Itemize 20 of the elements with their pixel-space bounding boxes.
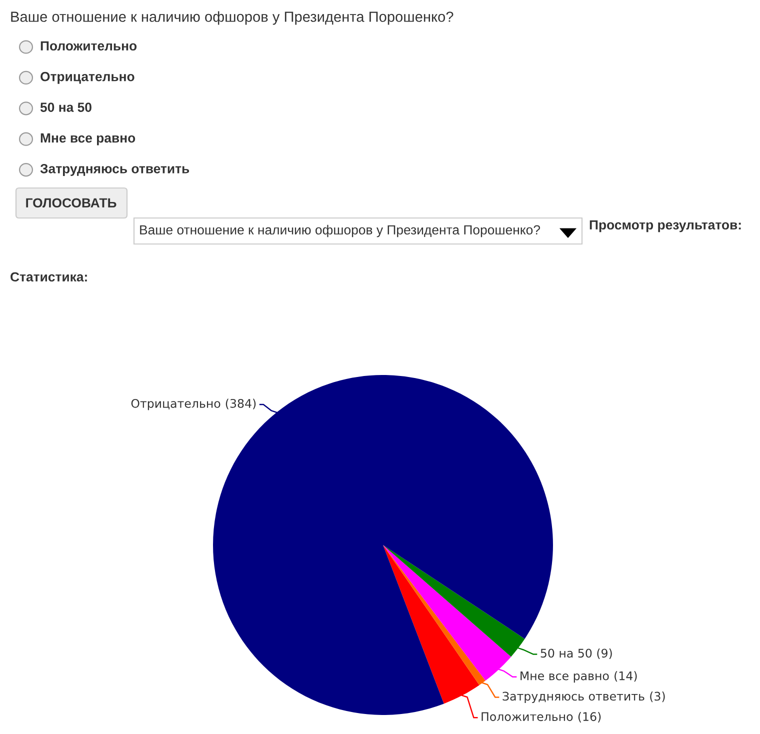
text: Статистика:: [10, 272, 87, 282]
slice-label: 50 на 50: [540, 648, 592, 658]
text: Положительно: [40, 41, 137, 51]
text: Затрудняюсь ответить: [40, 164, 190, 176]
data-label: (3): [650, 692, 665, 702]
slice-label: Затрудняюсь ответить: [502, 692, 644, 703]
slice-label: Мне все равно: [520, 672, 609, 683]
data-label: (16): [578, 712, 601, 722]
data-label: (384): [226, 398, 256, 410]
text: Ваше отношение к наличию офшоров у Президента Порошенко?: [140, 224, 540, 238]
text: Мне все равно: [40, 133, 136, 146]
slice-label: Положительно: [482, 712, 573, 722]
text: Отрицательно: [40, 72, 134, 84]
data-label: (9): [597, 648, 612, 660]
chart-title: Ваше отношение к наличию офшоров у Президента Порошенко?: [11, 11, 454, 25]
data-label: (14): [614, 671, 637, 682]
text: ГОЛОСОВАТЬ: [26, 198, 116, 208]
text: 50 на 50: [40, 102, 92, 112]
slice-label: Отрицательно: [131, 398, 220, 410]
text: Просмотр результатов:: [590, 220, 741, 232]
